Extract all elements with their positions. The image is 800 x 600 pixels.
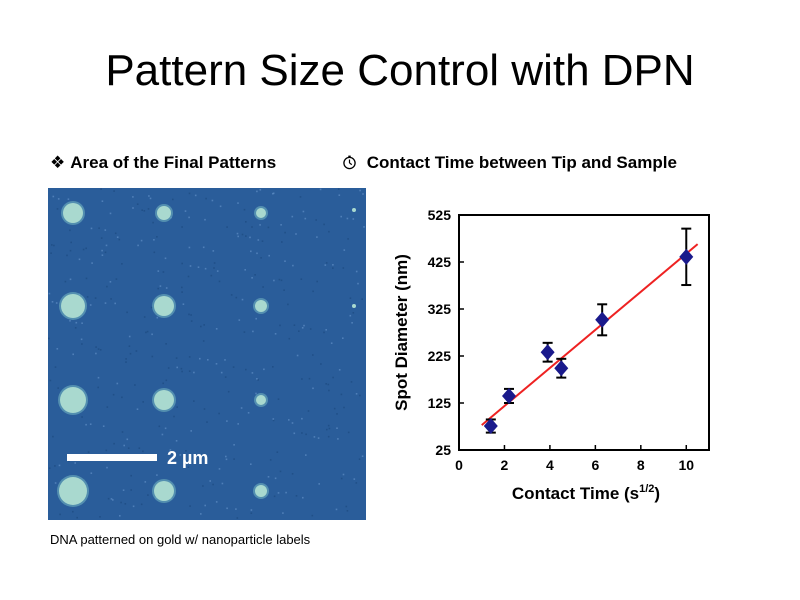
stopwatch-icon [342,153,362,172]
diamond-bullet-icon: ❖ [50,153,66,172]
pattern-dot [59,477,87,505]
micrograph-caption: DNA patterned on gold w/ nanoparticle la… [50,532,311,547]
contact-time-heading: Contact Time between Tip and Sample [342,153,677,173]
scale-bar [67,454,157,461]
x-tick-label: 8 [637,457,645,473]
data-point [540,344,555,361]
pattern-dot [154,390,174,410]
pattern-dot [256,208,266,218]
micrograph-background [48,188,366,520]
data-point [554,360,569,377]
pattern-dot [61,294,85,318]
x-axis-label: Contact Time (s1/2) [512,483,660,503]
pattern-dot [63,203,83,223]
pattern-dot [255,485,267,497]
y-tick-label: 125 [428,395,452,411]
micrograph-texture [48,188,365,519]
pattern-dots [57,201,356,507]
area-heading: ❖ Area of the Final Patterns [50,153,276,173]
x-tick-label: 4 [546,457,554,473]
plot-frame [458,214,710,451]
pattern-dot [157,206,171,220]
x-tick-label: 6 [591,457,599,473]
dna-micrograph: 2 µm [48,188,366,520]
data-point [483,418,498,435]
area-heading-text: Area of the Final Patterns [70,153,277,172]
pattern-dot [255,300,267,312]
scale-bar-label: 2 µm [167,448,208,468]
data-point [595,311,610,328]
y-axis-label: Spot Diameter (nm) [392,254,411,411]
x-tick-label: 0 [455,457,463,473]
y-tick-label: 225 [428,348,452,364]
y-tick-label: 325 [428,301,452,317]
y-tick-label: 525 [428,207,452,223]
page-title: Pattern Size Control with DPN [105,46,695,95]
pattern-dot [256,395,266,405]
y-tick-label: 25 [435,442,451,458]
data-point [502,387,516,404]
pattern-dot [154,296,174,316]
fit-line [481,243,699,426]
x-tick-label: 2 [501,457,509,473]
pattern-dot [352,304,356,308]
pattern-dot [60,387,86,413]
x-tick-label: 10 [678,457,694,473]
spot-diameter-chart: 0 2 4 6 8 10 25 125 225 325 425 525 Contact Time (s1… [380,200,740,525]
data-point [679,248,694,265]
pattern-dot [154,481,174,501]
contact-time-heading-text: Contact Time between Tip and Sample [366,153,677,172]
y-tick-label: 425 [428,254,452,270]
pattern-dot [352,208,356,212]
